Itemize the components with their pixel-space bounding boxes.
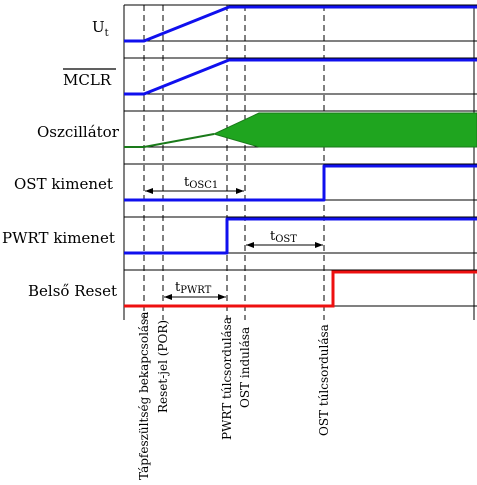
- signal-ost-out-label: OST kimenet: [14, 175, 113, 193]
- signal-pwrt-out-waveform: [124, 217, 477, 255]
- signal-mclr: MCLR: [63, 58, 477, 96]
- signal-mclr-waveform: [124, 58, 477, 96]
- signal-ost-out-waveform: [124, 164, 477, 202]
- signal-internal-reset-waveform: [124, 270, 477, 308]
- tost-label: tOST: [270, 229, 297, 245]
- oscillator-ramp: [124, 133, 215, 148]
- event-label-ost-start: OST indulása: [238, 327, 252, 408]
- tpwrt-label: tPWRT: [175, 280, 212, 296]
- signal-mclr-label: MCLR: [63, 71, 112, 89]
- event-label-reset-por: Reset-jel (POR): [156, 320, 170, 413]
- signal-ut: Ut: [92, 5, 477, 43]
- signal-pwrt-out-label: PWRT kimenet: [2, 229, 115, 247]
- signal-ut-label: Ut: [92, 18, 109, 39]
- signal-internal-reset-label: Belső Reset: [28, 282, 117, 300]
- event-lines: [143, 5, 475, 320]
- tosc1-label: tOSC1: [184, 175, 218, 191]
- event-label-pwrt-overflow: PWRT túlcsordulása: [220, 317, 234, 440]
- oscillator-envelope: [212, 112, 477, 148]
- event-labels: Tápfeszültség bekapcsolása Reset-jel (PO…: [137, 312, 331, 480]
- signal-oscillator: Oszcillátor: [37, 112, 477, 148]
- signal-ut-waveform: [124, 5, 477, 43]
- signal-internal-reset: Belső Reset tPWRT: [28, 270, 477, 308]
- event-label-power-on: Tápfeszültség bekapcsolása: [137, 312, 151, 480]
- event-label-ost-overflow: OST túlcsordulása: [317, 324, 331, 436]
- signal-oscillator-label: Oszcillátor: [37, 123, 120, 141]
- signal-ost-out: OST kimenet tOSC1: [14, 164, 477, 202]
- signal-pwrt-out: PWRT kimenet tOST: [2, 217, 477, 255]
- row-separators: [124, 4, 477, 307]
